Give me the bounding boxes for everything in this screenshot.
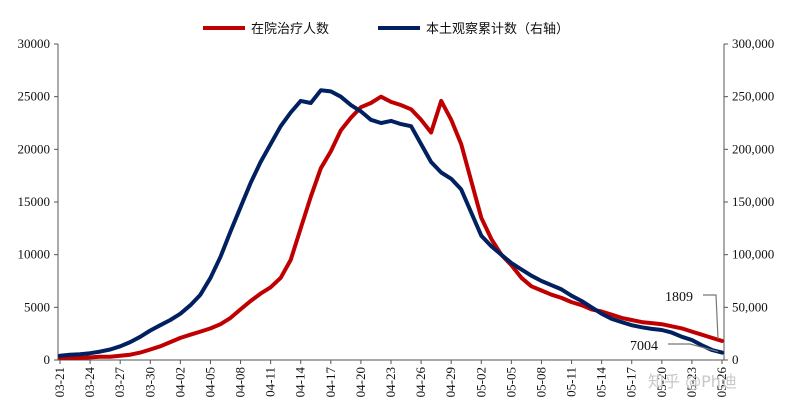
y-tick-label-right: 150,000 [732,194,774,209]
x-tick-label: 03-30 [142,367,157,397]
series-lines [58,88,724,360]
x-tick-label: 04-02 [172,367,187,397]
annotation-leader-7004 [668,343,719,353]
legend-label: 本土观察累计数（右轴） [426,22,569,37]
x-tick-label: 04-14 [293,367,308,398]
legend-label: 在院治疗人数 [251,22,329,37]
x-tick-label: 05-20 [654,367,669,397]
x-tick-label: 04-29 [443,367,458,397]
x-tick-label: 05-02 [473,367,488,397]
x-tick-label: 05-23 [684,367,699,397]
x-tick-label: 05-14 [594,367,609,398]
x-tick-label: 03-27 [112,367,127,398]
x-tick-label: 04-26 [413,367,428,398]
annotation-label-1809: 1809 [665,290,693,305]
y-tick-label-right: 250,000 [732,89,774,104]
tick-labels: 0 5000 10000 15000 20000 25000 30000 0 50,000 100… [18,36,775,397]
y-tick-label-right: 200,000 [732,141,774,156]
x-tick-label: 04-23 [383,367,398,397]
x-tick-label: 04-05 [202,367,217,397]
series-line-observation [58,88,724,358]
y-tick-label-left: 15000 [18,194,51,209]
series-line-inpatients [58,94,724,360]
legend: 在院治疗人数 本土观察累计数（右轴） [203,22,569,37]
x-tick-label: 05-26 [714,367,729,398]
y-tick-label-left: 25000 [18,89,51,104]
x-tick-label: 05-08 [533,367,548,397]
y-tick-label-left: 0 [44,352,51,367]
annotation-label-7004: 7004 [630,339,658,354]
x-tick-label: 04-11 [263,367,278,397]
x-tick-label: 05-17 [624,367,639,398]
annotations: 1809 7004 [630,290,719,354]
watermark: 知乎 @Ph迪 [648,372,737,391]
y-tick-label-right: 100,000 [732,247,774,262]
y-tick-label-right: 300,000 [732,36,774,51]
x-tick-label: 05-05 [503,367,518,397]
x-tick-label: 04-20 [353,367,368,397]
annotation-leader-1809 [703,294,719,339]
axes [54,43,728,364]
x-tick-label: 03-24 [82,367,97,398]
y-tick-label-left: 20000 [18,141,51,156]
x-tick-label: 03-21 [52,367,67,397]
y-tick-label-left: 30000 [18,36,51,51]
y-tick-label-right: 0 [732,352,739,367]
x-tick-label: 04-17 [323,367,338,398]
x-tick-label: 05-11 [564,367,579,397]
y-tick-label-left: 10000 [18,247,51,262]
x-tick-label: 04-08 [233,367,248,397]
y-tick-label-left: 5000 [24,299,50,314]
y-tick-label-right: 50,000 [732,299,768,314]
